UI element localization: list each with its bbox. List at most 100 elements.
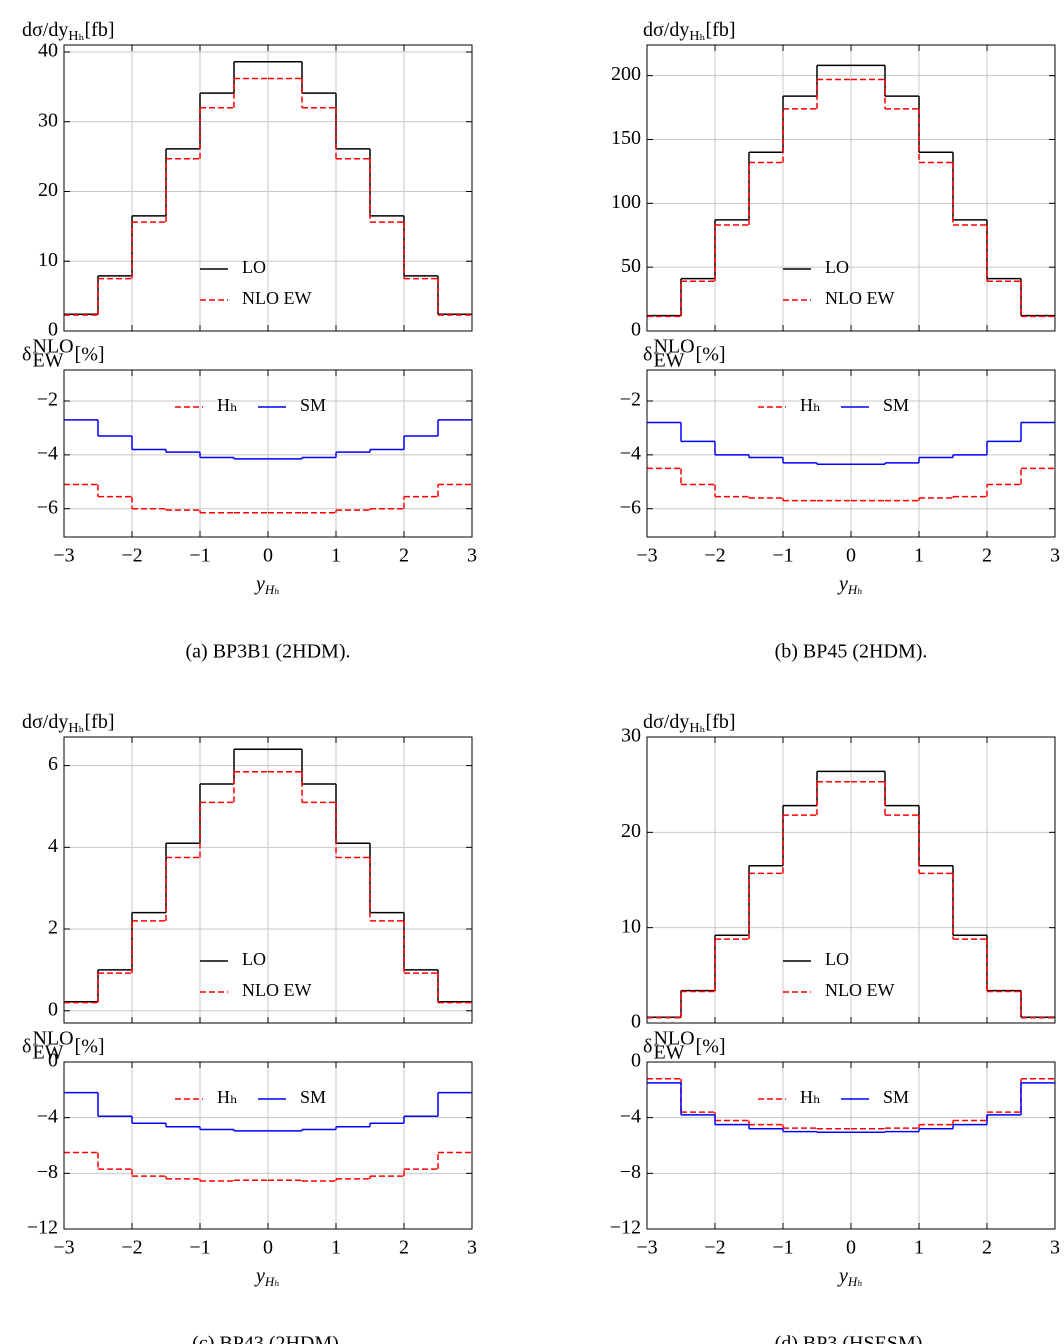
- x-tick-label: 2: [399, 545, 409, 567]
- legend-label: SM: [883, 1087, 909, 1107]
- x-tick-label: −3: [636, 1237, 657, 1259]
- x-tick-label: 3: [1050, 1237, 1060, 1259]
- y-tick-label: −6: [620, 496, 641, 518]
- caption: (c) BP43 (2HDM).: [192, 1333, 344, 1344]
- legend-label: LO: [825, 257, 849, 277]
- y-tick-label: 0: [48, 1050, 58, 1072]
- y-tick-label: −4: [620, 1105, 641, 1127]
- x-tick-label: −2: [704, 545, 725, 567]
- x-tick-label: 1: [331, 545, 341, 567]
- y-axis-label-sub: EW: [653, 1042, 684, 1064]
- legend-label: Hₕ: [217, 1087, 238, 1107]
- legend-label: LO: [242, 949, 266, 969]
- y-tick-label: 20: [38, 179, 58, 201]
- y-axis-label-sub: Hₕ: [68, 29, 84, 44]
- x-axis-label-part: y: [254, 1265, 265, 1287]
- y-axis-label: [%]: [75, 344, 105, 366]
- x-tick-label: 2: [399, 1237, 409, 1259]
- legend-label: Hₕ: [800, 1087, 821, 1107]
- y-axis-label-sub: Hₕ: [68, 721, 84, 736]
- y-axis-label: δ: [643, 1036, 652, 1058]
- y-axis-label-sup: NLO: [32, 1028, 73, 1050]
- y-tick-label: 4: [48, 835, 58, 857]
- y-tick-label: −4: [37, 442, 58, 464]
- y-axis-label-sub: EW: [32, 1042, 63, 1064]
- axes-frame: [63, 369, 473, 538]
- x-tick-label: −2: [121, 545, 142, 567]
- axes-frame: [646, 44, 1056, 332]
- y-tick-label: 40: [38, 40, 58, 62]
- y-tick-label: −12: [610, 1217, 641, 1239]
- y-axis-label-sub: Hₕ: [689, 29, 705, 44]
- y-tick-label: 30: [38, 109, 58, 131]
- y-axis-label-part: dσ/dy: [643, 711, 689, 733]
- legend-label: NLO EW: [242, 288, 311, 308]
- x-tick-label: 1: [914, 545, 924, 567]
- x-axis-label-part: y: [254, 573, 265, 595]
- x-tick-label: 1: [914, 1237, 924, 1259]
- y-axis-label: [%]: [696, 344, 726, 366]
- x-tick-label: 2: [982, 1237, 992, 1259]
- x-axis-label-part: y: [837, 1265, 848, 1287]
- y-axis-label: δ: [22, 1036, 31, 1058]
- legend-label: SM: [883, 395, 909, 415]
- legend-label: SM: [300, 1087, 326, 1107]
- y-axis-label: δ: [22, 344, 31, 366]
- y-tick-label: 0: [48, 319, 58, 341]
- axes-frame: [646, 736, 1056, 1024]
- legend-label: NLO EW: [242, 980, 311, 1000]
- y-tick-label: −2: [37, 389, 58, 411]
- x-tick-label: 3: [467, 545, 477, 567]
- x-tick-label: 0: [263, 545, 273, 567]
- y-tick-label: −4: [37, 1105, 58, 1127]
- y-tick-label: 2: [48, 917, 58, 939]
- y-tick-label: −8: [620, 1161, 641, 1183]
- legend-label: NLO EW: [825, 980, 894, 1000]
- y-tick-label: 150: [611, 127, 641, 149]
- y-axis-label: δ: [643, 344, 652, 366]
- x-axis-label-sub: Hₕ: [847, 1274, 863, 1289]
- y-axis-label-sup: NLO: [32, 336, 73, 358]
- y-tick-label: −8: [37, 1161, 58, 1183]
- y-tick-label: 100: [611, 191, 641, 213]
- x-axis-label: yHₕ: [837, 1265, 863, 1289]
- x-tick-label: 0: [846, 1237, 856, 1259]
- x-tick-label: −3: [53, 545, 74, 567]
- y-axis-label: dσ/dyHₕ[fb]: [643, 711, 736, 737]
- x-axis-label-sub: Hₕ: [264, 582, 280, 597]
- y-tick-label: −6: [37, 496, 58, 518]
- y-tick-label: 6: [48, 753, 58, 775]
- y-axis-label-sup: NLO: [653, 1028, 694, 1050]
- y-tick-label: −12: [27, 1217, 58, 1239]
- y-tick-label: 0: [631, 1011, 641, 1033]
- x-tick-label: 1: [331, 1237, 341, 1259]
- y-axis-label: [%]: [696, 1036, 726, 1058]
- y-tick-label: −4: [620, 442, 641, 464]
- x-tick-label: −1: [772, 1237, 793, 1259]
- x-tick-label: 0: [846, 545, 856, 567]
- legend-label: LO: [825, 949, 849, 969]
- caption: (b) BP45 (2HDM).: [775, 641, 928, 663]
- y-axis-label: dσ/dyHₕ[fb]: [22, 711, 115, 737]
- y-axis-label-part: dσ/dy: [22, 19, 68, 41]
- y-axis-label-part: [fb]: [85, 711, 115, 733]
- legend-label: Hₕ: [217, 395, 238, 415]
- y-tick-label: 30: [621, 725, 641, 747]
- x-axis-label: yHₕ: [837, 573, 863, 597]
- x-tick-label: −3: [53, 1237, 74, 1259]
- x-tick-label: −1: [189, 545, 210, 567]
- y-axis-label-sub: EW: [32, 350, 63, 372]
- y-axis-label: [%]: [75, 1036, 105, 1058]
- y-axis-label-part: [fb]: [706, 19, 736, 41]
- y-tick-label: −2: [620, 389, 641, 411]
- legend-label: Hₕ: [800, 395, 821, 415]
- legend-label: SM: [300, 395, 326, 415]
- x-tick-label: −1: [772, 545, 793, 567]
- y-tick-label: 50: [621, 255, 641, 277]
- y-tick-label: 10: [38, 249, 58, 271]
- x-tick-label: −1: [189, 1237, 210, 1259]
- x-tick-label: −2: [704, 1237, 725, 1259]
- y-axis-label-sup: NLO: [653, 336, 694, 358]
- y-axis-label-sub: EW: [653, 350, 684, 372]
